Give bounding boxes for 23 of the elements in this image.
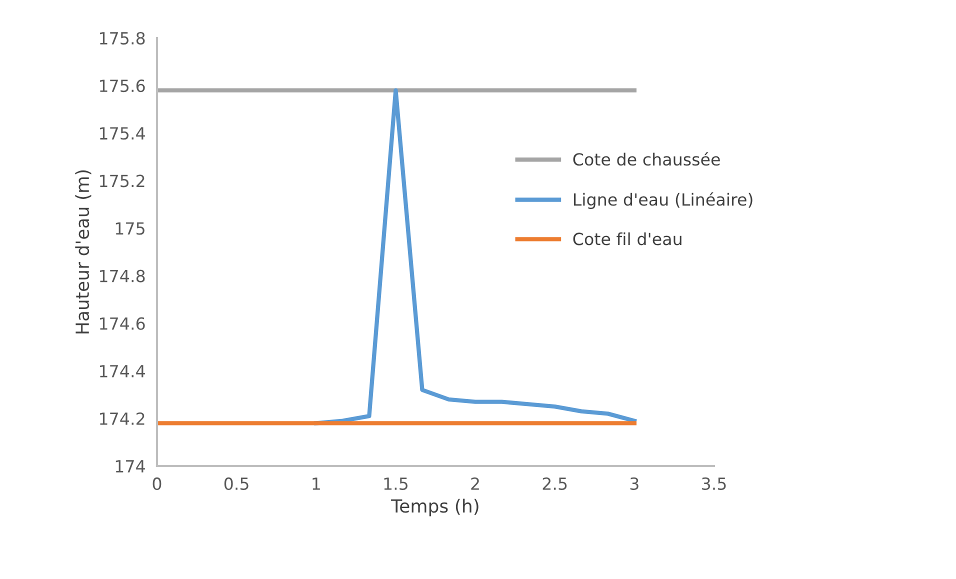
x-tick-label: 0 xyxy=(152,477,162,490)
y-tick-label: 175.4 xyxy=(100,127,145,140)
x-axis-title: Temps (h) xyxy=(391,498,478,516)
x-tick-label: 1.5 xyxy=(384,478,408,490)
legend-label: Cote fil d'eau xyxy=(573,232,682,246)
y-tick-label: 174.4 xyxy=(100,365,145,378)
x-tick-label: 2 xyxy=(471,477,479,490)
y-tick-label: 175.8 xyxy=(100,32,145,45)
x-tick-label: 3.5 xyxy=(702,477,726,490)
legend-label: Ligne d'eau (Linéaire) xyxy=(574,192,752,210)
y-tick-label: 174 xyxy=(116,460,145,472)
y-tick-label: 174.8 xyxy=(100,270,145,282)
y-tick-label: 174.2 xyxy=(100,412,144,425)
legend-label: Cote de chaussée xyxy=(573,152,720,166)
x-tick-label: 1 xyxy=(312,478,320,490)
x-tick-label: 0.5 xyxy=(224,477,248,490)
x-tick-label: 3 xyxy=(630,477,638,490)
y-tick-label: 174.6 xyxy=(100,317,145,330)
y-tick-label: 175 xyxy=(116,222,144,235)
y-axis-title: Hauteur d'eau (m) xyxy=(75,170,92,334)
y-tick-label: 175.6 xyxy=(100,80,145,92)
y-tick-label: 175.2 xyxy=(100,174,144,188)
x-tick-label: 2.5 xyxy=(542,477,567,490)
